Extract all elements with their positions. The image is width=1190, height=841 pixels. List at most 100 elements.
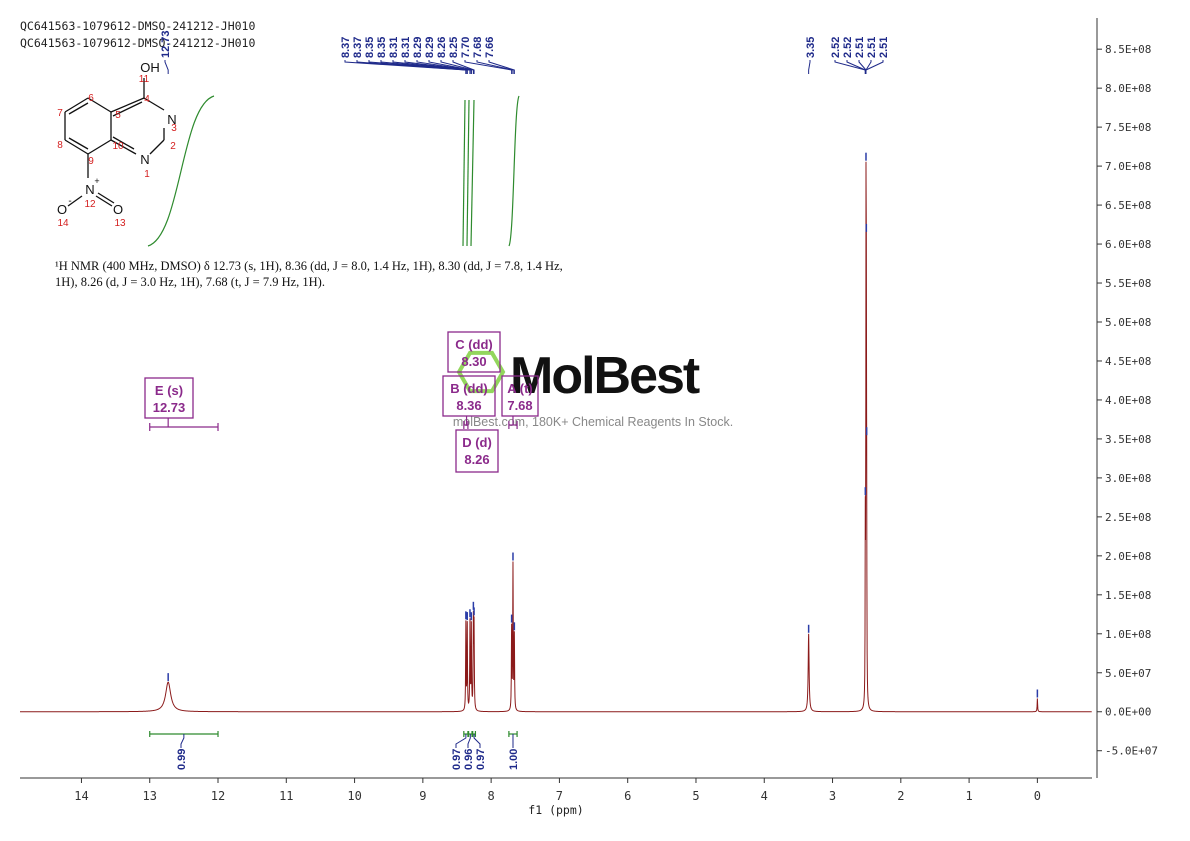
integral-connector xyxy=(467,734,471,748)
atom-number: 1 xyxy=(144,169,150,180)
peak-connector xyxy=(452,60,475,74)
integral-value: 0.97 xyxy=(475,749,487,770)
peak-labels: 12.73 8.37 8.37 8.35 8.35 8.31 8.31 8.29 8.29 8.2… xyxy=(160,30,890,74)
peak-label: 7.66 xyxy=(484,37,496,58)
integral-curve xyxy=(466,99,470,247)
x-tick-label: 4 xyxy=(761,789,768,803)
atom-n12: N xyxy=(85,182,94,197)
x-tick-label: 3 xyxy=(829,789,836,803)
bond xyxy=(149,139,165,155)
y-tick-label: 8.0E+08 xyxy=(1105,82,1151,95)
peak-connector xyxy=(476,60,514,74)
peak-label: 8.37 xyxy=(340,37,352,58)
atom-number: 3 xyxy=(171,123,177,134)
bond xyxy=(95,195,113,207)
peak-label: 8.37 xyxy=(352,37,364,58)
atom-o13: O xyxy=(113,202,123,217)
x-tick-label: 1 xyxy=(965,789,972,803)
bond xyxy=(112,136,135,150)
peak-label: 8.29 xyxy=(412,37,424,58)
multiplet-box xyxy=(442,375,496,417)
bond xyxy=(67,195,83,207)
peak-connector xyxy=(164,60,169,74)
peak-connector xyxy=(808,60,811,74)
atom-number: 5 xyxy=(115,110,121,121)
bond xyxy=(87,139,112,155)
multiplet-label: B (dd) xyxy=(450,381,488,396)
x-tick-label: 10 xyxy=(347,789,361,803)
peak-connector xyxy=(428,60,472,74)
integral-curves xyxy=(147,95,520,247)
watermark-brand: MolBest xyxy=(510,347,700,405)
peak-label: 8.29 xyxy=(424,37,436,58)
atom-n1: N xyxy=(140,152,149,167)
bond xyxy=(64,97,89,113)
y-tick-label: 4.5E+08 xyxy=(1105,355,1151,368)
atom-number: 4 xyxy=(144,94,150,105)
peak-connector xyxy=(404,60,471,74)
atom-n3: N xyxy=(167,112,176,127)
atom-number: 9 xyxy=(88,156,94,167)
bond xyxy=(64,139,89,155)
integral-curve xyxy=(462,99,466,247)
y-tick-label: 2.5E+08 xyxy=(1105,511,1151,524)
peak-label: 7.68 xyxy=(472,37,484,58)
x-axis-label: f1 (ppm) xyxy=(528,803,583,817)
bond xyxy=(87,97,112,113)
y-tick-label: 8.5E+08 xyxy=(1105,43,1151,56)
x-tick-label: 6 xyxy=(624,789,631,803)
atom-number: 2 xyxy=(170,141,176,152)
integrals: 0.99 0.97 0.96 0.97 1.00 xyxy=(149,731,520,770)
integral-connector xyxy=(473,734,481,748)
peak-connector xyxy=(440,60,474,74)
integral-value: 1.00 xyxy=(508,749,520,770)
multiplet-shift: 12.73 xyxy=(153,400,186,415)
bond xyxy=(110,139,137,155)
bond xyxy=(112,101,143,117)
y-tick-label: 0.0E+00 xyxy=(1105,706,1151,719)
y-tick-label: 3.5E+08 xyxy=(1105,433,1151,446)
x-tick-label: 7 xyxy=(556,789,563,803)
x-tick-label: 2 xyxy=(897,789,904,803)
x-tick-label: 0 xyxy=(1034,789,1041,803)
x-axis: 14 13 12 11 10 9 8 7 6 5 4 3 2 1 0 xyxy=(20,777,1092,803)
spectrum-trace xyxy=(20,152,1092,713)
multiplet-label: E (s) xyxy=(155,383,183,398)
y-tick-label: 5.5E+08 xyxy=(1105,277,1151,290)
bond xyxy=(68,137,89,150)
peak-connector xyxy=(865,60,884,74)
multiplet-shift: 7.68 xyxy=(507,398,532,413)
bond xyxy=(68,102,89,115)
peak-label: 8.35 xyxy=(376,37,388,58)
y-tick-label: 3.0E+08 xyxy=(1105,472,1151,485)
x-tick-label: 9 xyxy=(419,789,426,803)
y-tick-label: 5.0E+08 xyxy=(1105,316,1151,329)
integral-value: 0.97 xyxy=(451,749,463,770)
atom-number: 14 xyxy=(57,218,69,229)
multiplet-box xyxy=(455,429,499,473)
bond xyxy=(143,97,165,111)
peak-label: 3.35 xyxy=(805,37,817,58)
peak-label: 7.70 xyxy=(460,37,472,58)
peak-connector xyxy=(846,60,866,74)
integral-value: 0.96 xyxy=(463,749,475,770)
nmr-description-line-2: 1H), 8.26 (d, J = 3.0 Hz, 1H), 7.68 (t, … xyxy=(55,275,325,289)
peak-label: 8.26 xyxy=(436,37,448,58)
y-tick-label: 6.0E+08 xyxy=(1105,238,1151,251)
atom-number: 11 xyxy=(139,74,150,85)
peak-label: 8.35 xyxy=(364,37,376,58)
multiplet-boxes: E (s) 12.73 C (dd) 8.30 B (dd) 8.36 A (t) 7.68 D… xyxy=(144,331,539,473)
peak-connector xyxy=(834,60,866,74)
peak-label: 2.51 xyxy=(866,37,878,58)
atom-number: 13 xyxy=(114,218,126,229)
y-tick-label: 2.0E+08 xyxy=(1105,550,1151,563)
y-tick-label: 1.0E+08 xyxy=(1105,628,1151,641)
atom-number: 8 xyxy=(57,140,63,151)
peak-label: 2.51 xyxy=(878,37,890,58)
peak-connector xyxy=(865,60,872,74)
peak-label: 2.52 xyxy=(830,37,842,58)
multiplet-label: C (dd) xyxy=(455,337,493,352)
y-tick-label: 6.5E+08 xyxy=(1105,199,1151,212)
multiplet-box xyxy=(501,375,539,417)
